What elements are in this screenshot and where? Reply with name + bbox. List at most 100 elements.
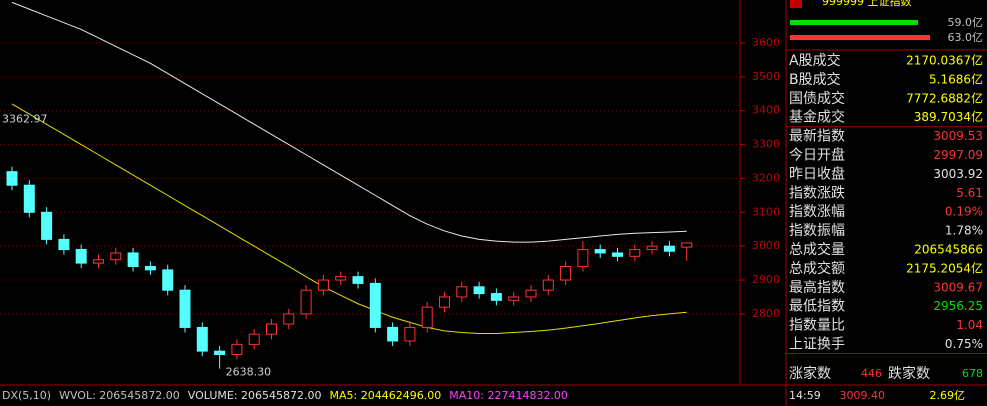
breadth-label: 涨家数 — [789, 365, 831, 382]
row-value: 2997.09 — [933, 148, 983, 162]
row-value: 2175.2054亿 — [906, 260, 983, 275]
candle-body — [196, 326, 208, 352]
candle-body — [58, 238, 70, 251]
status-item: WVOL: 206545872.00 — [59, 389, 180, 402]
candle-body — [456, 286, 468, 298]
tick-amount: 2.69亿 — [930, 389, 966, 402]
candle-body — [317, 279, 329, 291]
breadth-label: 跌家数 — [888, 365, 930, 382]
y-tick-label: 2800 — [752, 307, 780, 320]
candle-body — [179, 289, 191, 328]
row-label: A股成交 — [789, 52, 841, 69]
ma-line — [11, 103, 687, 335]
y-tick-label: 3500 — [752, 70, 780, 83]
candle-body — [594, 249, 606, 254]
row-value: 2956.25 — [933, 299, 983, 313]
ma-line — [11, 1, 687, 243]
candle-body — [335, 276, 347, 281]
row-value: 0.19% — [945, 205, 983, 219]
row-label: 指数涨幅 — [789, 204, 845, 220]
row-value: 3009.67 — [933, 280, 983, 294]
candle-body — [231, 343, 243, 356]
candle-body — [23, 184, 35, 213]
candle-body — [300, 289, 312, 315]
candle-body — [266, 323, 277, 335]
candle-body — [490, 293, 502, 301]
candle-body — [214, 350, 226, 356]
row-value: 1.04 — [956, 318, 983, 332]
row-label: 最新指数 — [789, 129, 845, 145]
row-value: 3003.92 — [933, 167, 983, 181]
y-tick-label: 3200 — [752, 171, 780, 184]
row-label: 昨日收盘 — [789, 165, 845, 182]
row-value: 0.75% — [945, 337, 983, 351]
status-item: VOLUME: 206545872.00 — [188, 389, 322, 402]
panel-title: 999999 上证指数 — [822, 0, 912, 8]
row-label: 指数涨跌 — [789, 185, 845, 201]
row-label: 上证换手 — [789, 336, 845, 353]
candle-body — [577, 249, 589, 267]
candle-body — [283, 313, 295, 325]
row-label: 指数振幅 — [789, 223, 845, 239]
breadth-value: 678 — [962, 367, 983, 380]
row-label: 总成交量 — [789, 241, 845, 258]
candle-body — [681, 242, 693, 248]
row-label: 最高指数 — [789, 279, 845, 296]
candle-body — [646, 245, 658, 251]
tick-price: 3009.40 — [840, 389, 886, 402]
candle-body — [369, 282, 381, 328]
row-label: 国债成交 — [789, 90, 845, 107]
ratio-bar — [790, 20, 918, 25]
candle-body — [421, 306, 433, 328]
candle-body — [6, 171, 18, 186]
candle-body — [508, 296, 520, 301]
y-tick-label: 3100 — [752, 205, 780, 218]
candle-body — [352, 276, 364, 284]
y-tick-label: 2900 — [752, 273, 780, 286]
annotation: 2638.30 — [226, 366, 272, 379]
row-value: 5.61 — [956, 186, 983, 200]
candle-body — [387, 326, 399, 342]
y-tick-label: 3000 — [752, 239, 780, 252]
row-value: 2170.0367亿 — [906, 53, 983, 68]
status-item: MA5: 204462496.00 — [330, 389, 442, 402]
candle-body — [248, 333, 260, 345]
candle-body — [75, 249, 87, 264]
y-tick-label: 3400 — [752, 104, 780, 117]
candle-body — [629, 249, 641, 257]
candle-body — [439, 296, 450, 308]
tick-time: 14:59 — [789, 389, 821, 402]
candle-body — [144, 265, 156, 271]
row-label: 最低指数 — [789, 299, 845, 315]
ratio-label: 59.0亿 — [948, 16, 984, 29]
row-value: 7772.6882亿 — [906, 90, 983, 105]
row-label: 基金成交 — [789, 109, 845, 126]
row-value: 389.7034亿 — [914, 109, 983, 124]
candle-body — [93, 259, 104, 264]
breadth-value: 446 — [861, 367, 882, 380]
candle-body — [663, 245, 675, 252]
candle-body — [542, 279, 554, 291]
ratio-label: 63.0亿 — [948, 31, 984, 44]
candle-body — [127, 252, 139, 267]
candle-body — [473, 286, 485, 295]
row-value: 3009.53 — [933, 129, 983, 143]
row-value: 206545866 — [914, 243, 983, 257]
row-value: 5.1686亿 — [929, 71, 983, 86]
row-label: 今日开盘 — [789, 147, 845, 164]
row-label: B股成交 — [789, 71, 841, 88]
annotation: 3362.97 — [2, 112, 48, 125]
candle-body — [110, 252, 122, 261]
candle-body — [612, 252, 623, 257]
y-tick-label: 3300 — [752, 138, 780, 151]
candle-body — [41, 211, 53, 240]
y-tick-label: 3600 — [752, 36, 780, 49]
panel-title-box — [790, 0, 802, 8]
candle-body — [404, 326, 416, 342]
row-label: 指数量比 — [789, 318, 845, 334]
row-value: 1.78% — [945, 224, 983, 238]
candle-body — [162, 269, 174, 291]
candle-body — [525, 289, 537, 298]
